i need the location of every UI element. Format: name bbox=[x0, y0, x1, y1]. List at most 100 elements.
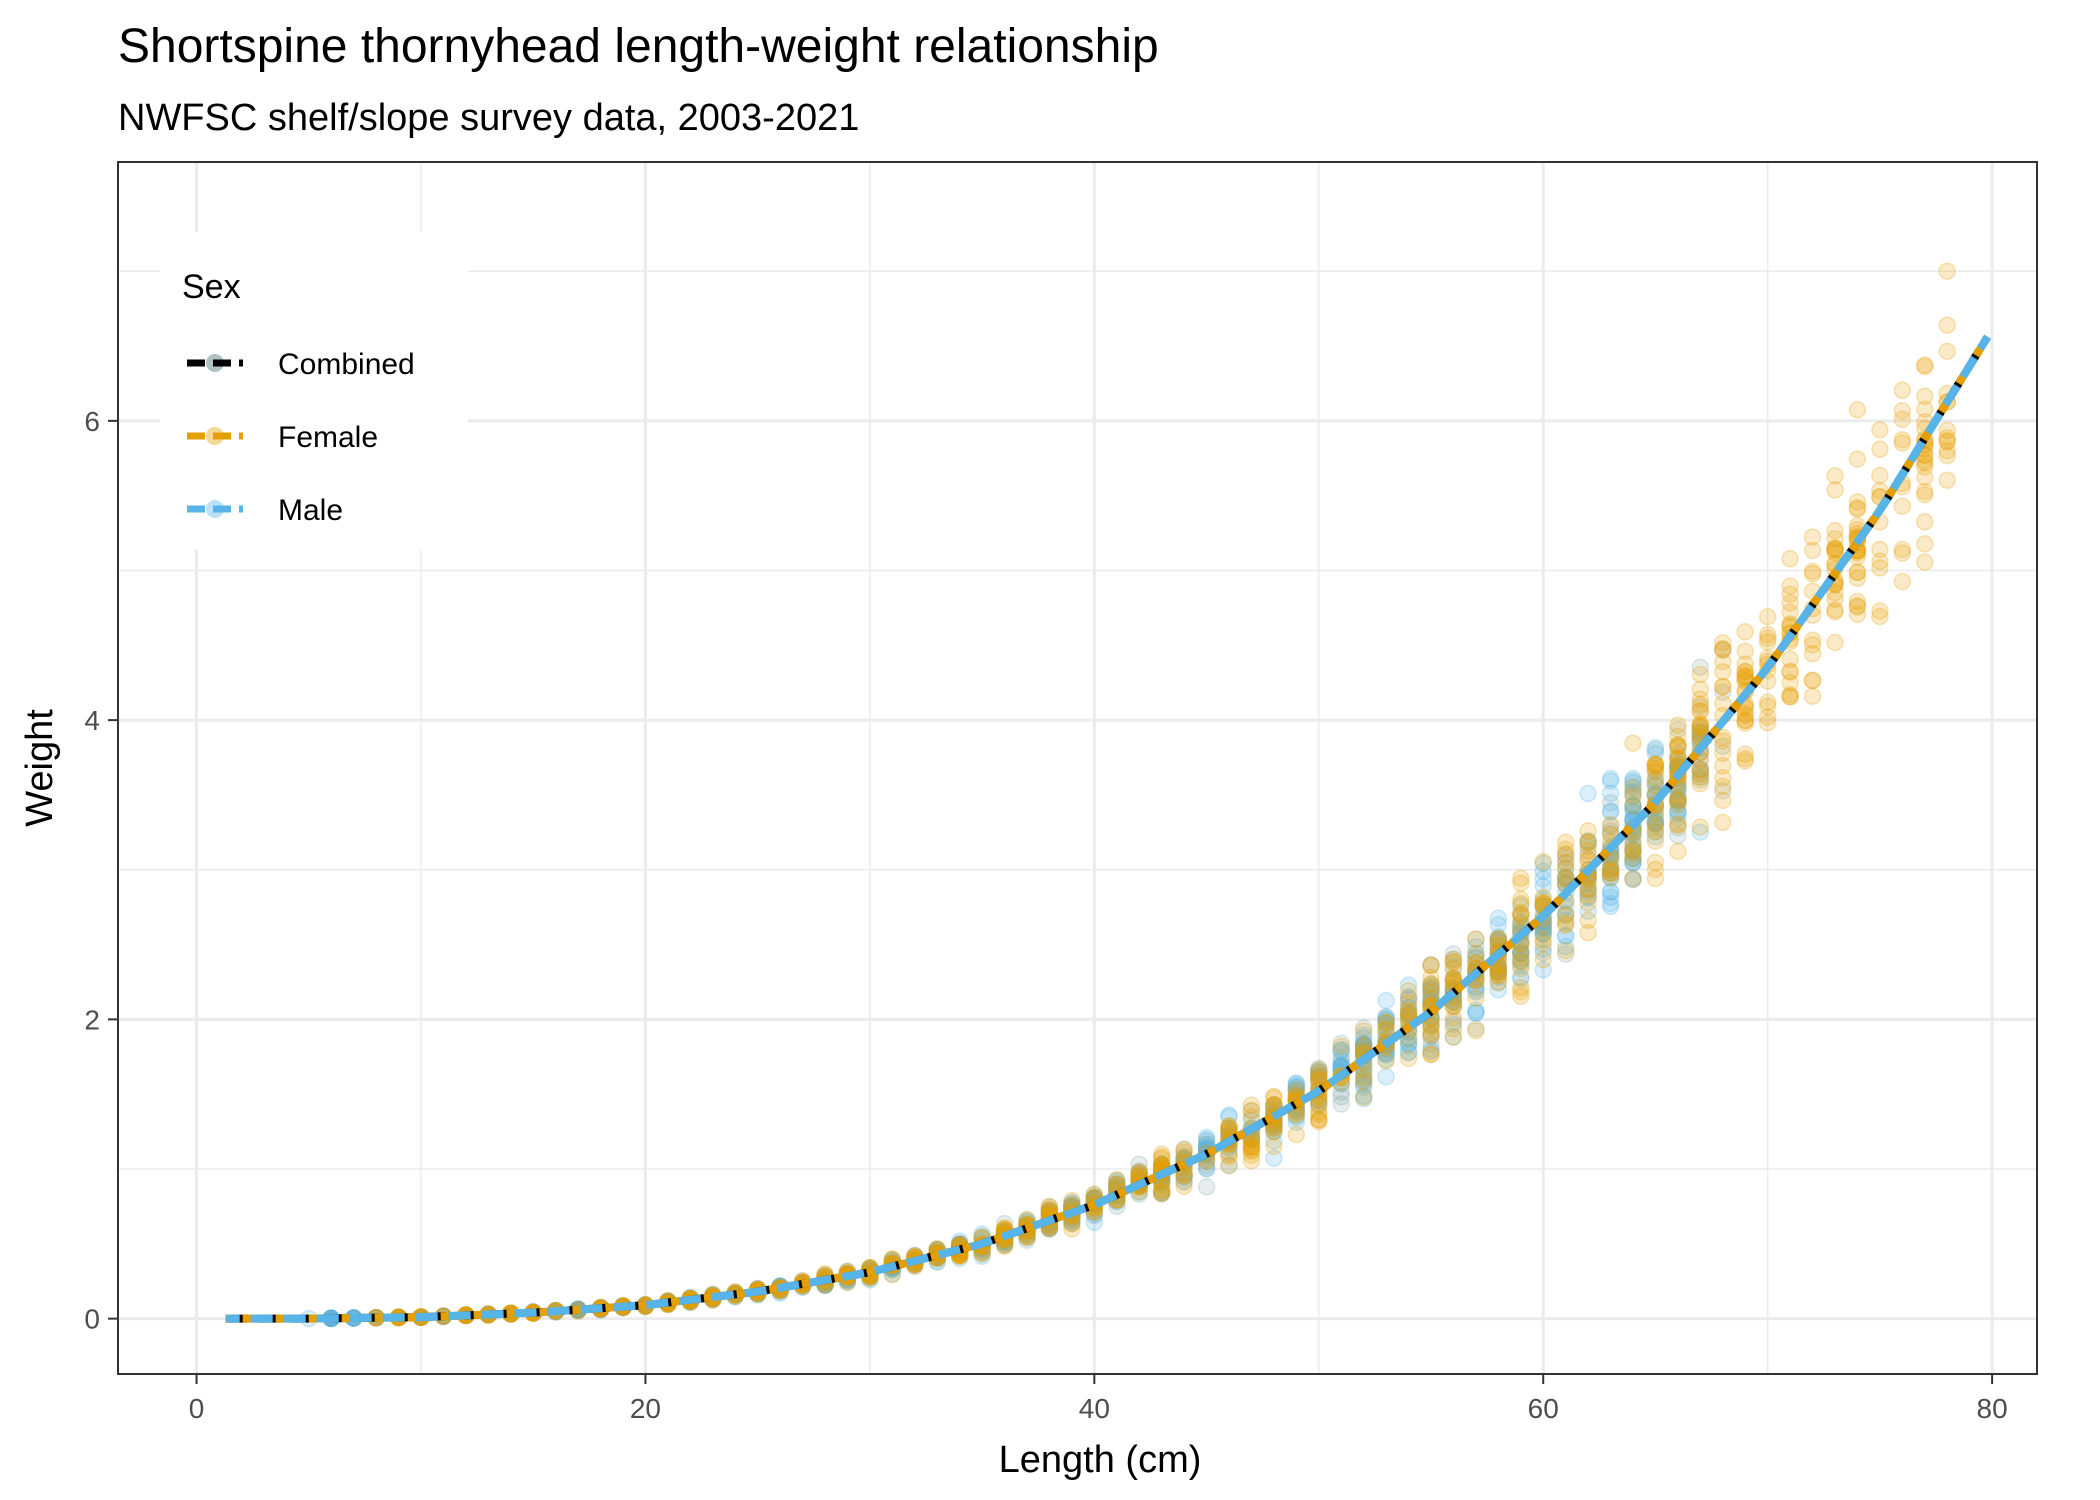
scatter-point-male bbox=[1354, 1089, 1373, 1108]
scatter-point-combined bbox=[1646, 741, 1665, 759]
scatter-point-male bbox=[1399, 1035, 1418, 1053]
scatter-point-female bbox=[1265, 1123, 1283, 1141]
scatter-point-combined bbox=[1714, 781, 1732, 800]
scatter-point-female bbox=[1175, 1177, 1193, 1195]
scatter-point-male bbox=[1624, 795, 1642, 814]
legend-title: Sex bbox=[182, 268, 241, 306]
scatter-point-female bbox=[1691, 716, 1710, 734]
scatter-point-combined bbox=[1422, 1025, 1440, 1044]
scatter-point-male bbox=[1489, 915, 1508, 934]
scatter-point-female bbox=[1758, 697, 1777, 715]
scatter-point-female bbox=[1691, 665, 1710, 684]
y-tick-label: 2 bbox=[84, 1004, 100, 1035]
scatter-point-male bbox=[1624, 777, 1642, 796]
scatter-point-male bbox=[1377, 1010, 1395, 1029]
scatter-point-female bbox=[1444, 950, 1463, 969]
scatter-point-male bbox=[1601, 802, 1620, 820]
scatter-point-male bbox=[1512, 944, 1530, 962]
scatter-point-combined bbox=[1130, 1155, 1148, 1173]
scatter-point-female bbox=[1354, 1072, 1373, 1090]
scatter-point-combined bbox=[1444, 1012, 1463, 1031]
scatter-point-male bbox=[1377, 1017, 1395, 1036]
scatter-point-combined bbox=[1601, 821, 1620, 840]
scatter-point-female bbox=[1938, 316, 1956, 334]
scatter-point-male bbox=[1534, 961, 1552, 979]
scatter-point-male bbox=[1646, 813, 1665, 832]
scatter-point-female bbox=[1691, 765, 1710, 783]
scatter-point-male bbox=[1646, 813, 1665, 832]
scatter-point-male bbox=[1354, 1034, 1373, 1052]
scatter-point-male bbox=[1467, 938, 1485, 956]
scatter-point-female bbox=[1758, 714, 1777, 732]
scatter-point-male bbox=[1489, 928, 1508, 946]
scatter-point-female bbox=[1265, 1089, 1283, 1107]
scatter-point-male bbox=[1310, 1061, 1328, 1080]
scatter-point-male bbox=[1556, 911, 1575, 930]
scatter-point-male bbox=[1579, 883, 1597, 901]
scatter-point-female bbox=[1916, 485, 1934, 504]
scatter-point-male bbox=[1624, 850, 1642, 868]
scatter-point-female bbox=[1512, 874, 1530, 893]
scatter-point-male bbox=[1601, 803, 1620, 821]
scatter-point-male bbox=[1512, 951, 1530, 970]
scatter-point-male bbox=[1354, 1073, 1373, 1091]
scatter-point-female bbox=[1803, 564, 1822, 583]
scatter-point-combined bbox=[1399, 999, 1418, 1017]
scatter-point-combined bbox=[1512, 968, 1530, 986]
scatter-point-female bbox=[1444, 1019, 1463, 1038]
scatter-point-male bbox=[1467, 1001, 1485, 1020]
scatter-point-combined bbox=[1691, 658, 1710, 676]
scatter-point-female bbox=[1916, 454, 1934, 472]
y-axis-title: Weight bbox=[19, 709, 61, 827]
scatter-point-male bbox=[1624, 853, 1642, 872]
scatter-point-female bbox=[1669, 716, 1687, 734]
scatter-point-male bbox=[1354, 1066, 1373, 1085]
scatter-point-male bbox=[1265, 1132, 1283, 1150]
scatter-point-female bbox=[1669, 796, 1687, 814]
scatter-point-male bbox=[1265, 1149, 1283, 1167]
scatter-point-male bbox=[1534, 854, 1552, 873]
scatter-point-female bbox=[1287, 1125, 1306, 1144]
scatter-point-male bbox=[1624, 854, 1642, 872]
scatter-point-female bbox=[1152, 1149, 1171, 1168]
scatter-point-combined bbox=[1399, 990, 1418, 1009]
scatter-point-female bbox=[1601, 815, 1620, 834]
scatter-point-male bbox=[1601, 857, 1620, 875]
scatter-point-female bbox=[1422, 1026, 1440, 1044]
y-tick-label: 6 bbox=[84, 406, 100, 437]
scatter-point-female bbox=[1736, 706, 1754, 725]
scatter-point-male bbox=[1624, 772, 1642, 790]
scatter-point-female bbox=[1826, 633, 1844, 652]
scatter-point-male bbox=[1624, 842, 1642, 860]
scatter-point-combined bbox=[1422, 974, 1440, 993]
scatter-point-male bbox=[1287, 1113, 1306, 1132]
scatter-point-combined bbox=[1422, 1028, 1440, 1046]
scatter-point-female bbox=[1512, 907, 1530, 926]
scatter-point-female bbox=[1803, 671, 1822, 689]
scatter-point-female bbox=[1601, 864, 1620, 882]
scatter-point-female bbox=[1669, 816, 1687, 835]
scatter-point-male bbox=[1175, 1168, 1193, 1186]
scatter-point-female bbox=[1534, 931, 1552, 949]
scatter-point-male bbox=[1354, 1026, 1373, 1045]
scatter-point-male bbox=[1534, 925, 1552, 944]
scatter-point-female bbox=[1220, 1145, 1238, 1164]
scatter-point-female bbox=[1467, 1021, 1485, 1040]
scatter-point-male bbox=[1601, 784, 1620, 803]
scatter-point-male bbox=[1512, 944, 1530, 962]
scatter-point-combined bbox=[1646, 763, 1665, 781]
scatter-point-female bbox=[1871, 602, 1889, 620]
scatter-point-female bbox=[1354, 1088, 1373, 1106]
scatter-point-female bbox=[1242, 1096, 1261, 1114]
scatter-point-male bbox=[1646, 738, 1665, 757]
scatter-point-combined bbox=[1669, 745, 1687, 763]
scatter-point-female bbox=[1916, 356, 1934, 374]
scatter-point-female bbox=[1893, 381, 1912, 400]
scatter-point-female bbox=[1265, 1137, 1283, 1156]
scatter-point-male bbox=[1489, 960, 1508, 978]
scatter-point-female bbox=[1691, 714, 1710, 733]
scatter-point-female bbox=[1310, 1103, 1328, 1121]
scatter-point-male bbox=[1691, 722, 1710, 740]
scatter-point-male bbox=[1489, 909, 1508, 927]
scatter-point-male bbox=[1287, 1079, 1306, 1097]
